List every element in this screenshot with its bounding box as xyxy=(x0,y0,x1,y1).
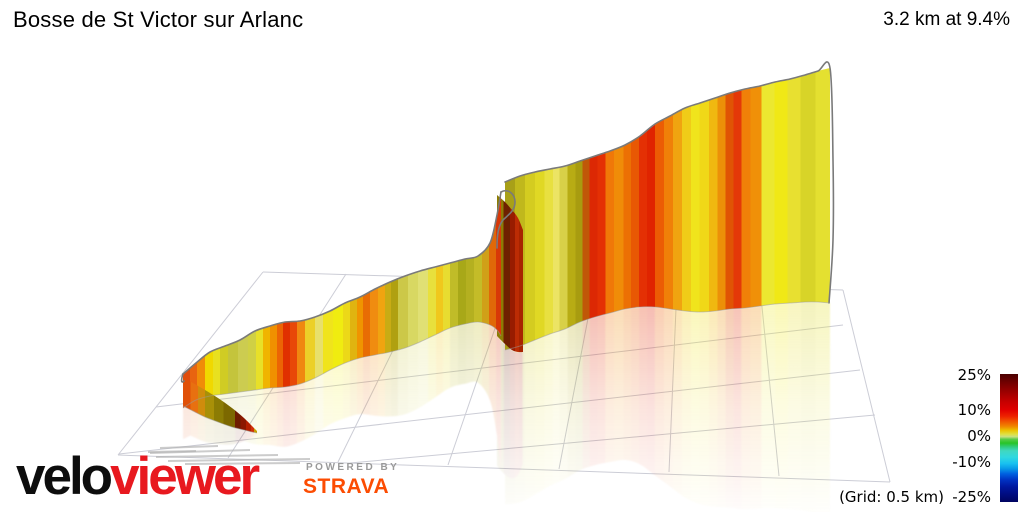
veloviewer-logo[interactable]: veloviewer xyxy=(16,447,260,506)
climb-stats: 3.2 km at 9.4% xyxy=(883,9,1010,30)
ribbon-bottom-edges xyxy=(182,301,831,434)
strava-logo[interactable]: STRAVA xyxy=(303,475,390,498)
veloviewer-logo-velo: velo xyxy=(16,447,113,506)
floor-reflection xyxy=(183,301,830,512)
start-shadow-scribbles xyxy=(147,445,311,465)
powered-by-label: POWERED BY xyxy=(306,462,400,473)
ribbon-lower-wall xyxy=(183,192,501,408)
ribbon-tall-wall xyxy=(505,68,830,350)
ribbon-hairpin-strip xyxy=(497,195,523,353)
ribbon-top-edges xyxy=(180,61,835,383)
page-title: Bosse de St Victor sur Arlanc xyxy=(13,7,304,32)
veloviewer-logo-viewer: viewer xyxy=(110,447,260,506)
ribbon-start-wedge xyxy=(183,378,257,433)
gradient-ribbon xyxy=(183,68,830,433)
